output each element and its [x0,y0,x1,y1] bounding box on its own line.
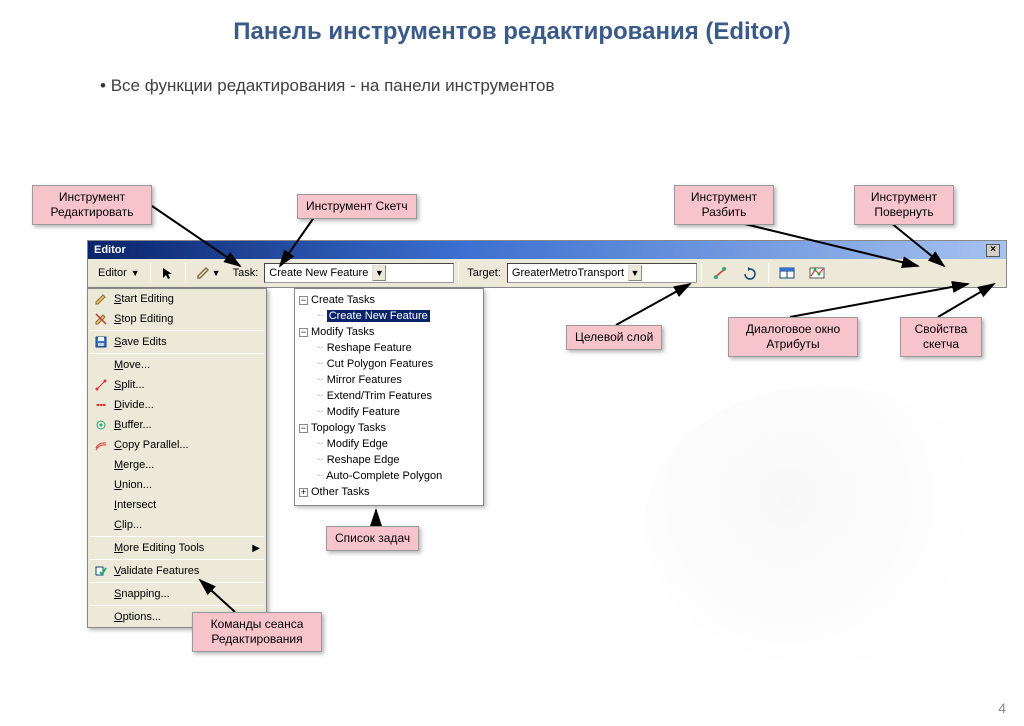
callout-split-tool: ИнструментРазбить [674,185,774,225]
callout-session-cmds: Команды сеансаРедактирования [192,612,322,652]
callout-sketch-props: Свойстваскетча [900,317,982,357]
callout-task-list: Список задач [326,526,419,551]
callout-rotate-tool: ИнструментПовернуть [854,185,954,225]
callout-arrows [0,18,1024,726]
callout-target-layer: Целевой слой [566,325,662,350]
callout-edit-tool: ИнструментРедактировать [32,185,152,225]
callout-sketch-tool: Инструмент Скетч [297,194,417,219]
callout-attributes: Диалоговое окноАтрибуты [728,317,858,357]
